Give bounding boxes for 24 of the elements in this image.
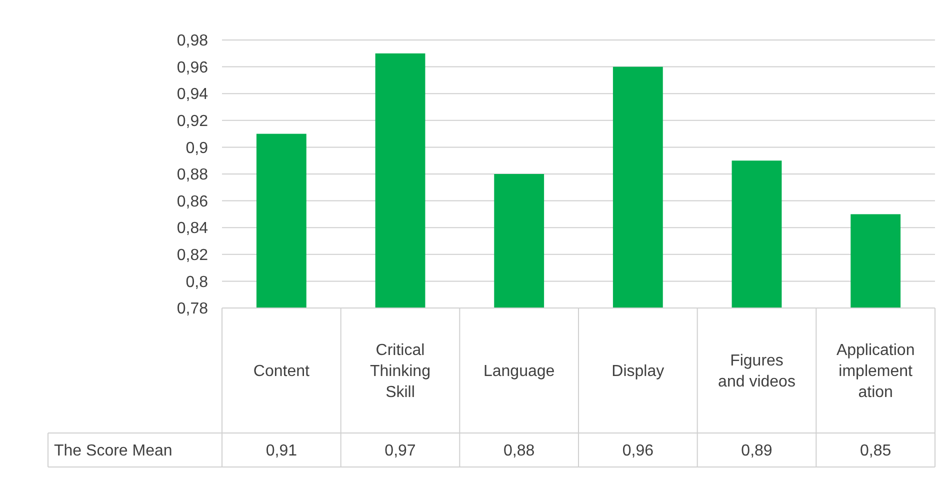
x-tick-label: Display [612, 363, 664, 380]
y-tick-label: 0,88 [176, 166, 208, 184]
y-tick-label: 0,98 [176, 32, 208, 50]
y-tick-label: 0,86 [176, 193, 208, 210]
x-tick-label: Figures and videos [718, 352, 796, 391]
data-label: 0,96 [622, 442, 654, 460]
data-label: 0,97 [384, 442, 416, 460]
x-tick-label: Content [253, 363, 310, 380]
x-tick-label: Application implementation [836, 342, 915, 402]
data-label: 0,85 [860, 442, 892, 460]
y-tick-label: 0,84 [176, 220, 208, 238]
y-tick-label: 0,78 [176, 300, 208, 318]
x-tick-label: Language [483, 363, 555, 380]
y-tick-label: 0,92 [176, 113, 208, 130]
y-tick-label: 0,94 [176, 86, 208, 104]
y-tick-label: 0,8 [186, 274, 208, 291]
data-label: 0,88 [504, 442, 535, 460]
data-label: 0,89 [741, 442, 772, 460]
y-tick-label: 0,9 [186, 140, 208, 157]
text: The Score Mean [54, 442, 172, 460]
y-tick-label: 0,82 [176, 247, 208, 264]
x-tick-label: Critical Thinking Skill [370, 342, 430, 402]
y-tick-label: 0,96 [176, 59, 208, 76]
data-label: 0,91 [266, 442, 298, 460]
